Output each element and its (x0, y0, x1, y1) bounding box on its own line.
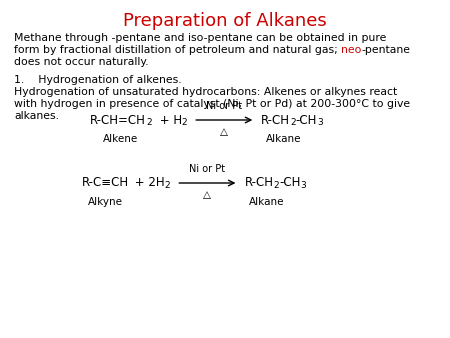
Text: 2: 2 (274, 181, 279, 190)
Text: -CH: -CH (296, 114, 317, 126)
Text: form by fractional distillation of petroleum and natural gas;: form by fractional distillation of petro… (14, 45, 341, 55)
Text: Ni or Pt: Ni or Pt (206, 101, 242, 111)
Text: Alkene: Alkene (103, 134, 139, 144)
Text: Hydrogenation of unsaturated hydrocarbons: Alkenes or alkynes react: Hydrogenation of unsaturated hydrocarbon… (14, 87, 397, 97)
Text: 2: 2 (165, 181, 171, 190)
Text: alkanes.: alkanes. (14, 111, 59, 121)
Text: 1.    Hydrogenation of alkenes.: 1. Hydrogenation of alkenes. (14, 75, 182, 85)
Text: 3: 3 (317, 118, 323, 127)
Text: △: △ (220, 127, 228, 137)
Text: 2: 2 (146, 118, 152, 127)
Text: R-CH: R-CH (244, 176, 274, 190)
Text: -pentane: -pentane (362, 45, 410, 55)
Text: 2: 2 (290, 118, 296, 127)
Text: Alkane: Alkane (266, 134, 301, 144)
Text: Methane through -pentane and iso-pentane can be obtained in pure: Methane through -pentane and iso-pentane… (14, 33, 387, 43)
Text: R-CH=CH: R-CH=CH (90, 114, 146, 126)
Text: 3: 3 (301, 181, 306, 190)
Text: Alkyne: Alkyne (88, 197, 123, 207)
Text: R-C≡CH: R-C≡CH (82, 176, 129, 190)
Text: △: △ (203, 190, 212, 200)
Text: + H: + H (156, 114, 182, 126)
Text: with hydrogen in presence of catalyst (Ni, Pt or Pd) at 200-300°C to give: with hydrogen in presence of catalyst (N… (14, 99, 410, 109)
Text: Preparation of Alkanes: Preparation of Alkanes (123, 12, 327, 30)
Text: -CH: -CH (279, 176, 301, 190)
Text: 2: 2 (182, 118, 187, 127)
Text: neo: neo (341, 45, 362, 55)
Text: does not occur naturally.: does not occur naturally. (14, 57, 148, 67)
Text: Ni or Pt: Ni or Pt (189, 164, 225, 174)
Text: Alkane: Alkane (248, 197, 284, 207)
Text: + 2H: + 2H (131, 176, 165, 190)
Text: R-CH: R-CH (261, 114, 290, 126)
